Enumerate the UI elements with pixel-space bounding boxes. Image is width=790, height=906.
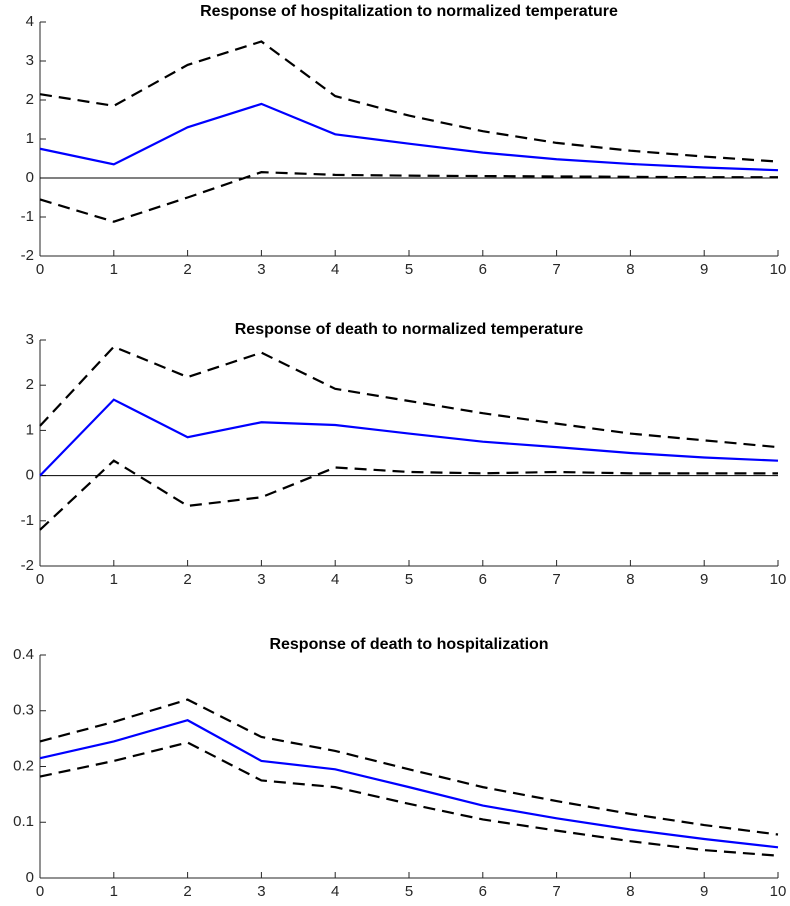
chart-title: Response of hospitalization to normalize… xyxy=(200,3,618,20)
x-tick-label: 7 xyxy=(552,261,560,278)
band-line xyxy=(39,40,779,163)
chart-title: Response of death to hospitalization xyxy=(269,636,548,653)
x-tick-label: 9 xyxy=(700,261,708,278)
x-tick-label: 0 xyxy=(36,261,44,278)
x-tick-label: 4 xyxy=(331,571,339,588)
response-line xyxy=(39,719,779,849)
y-tick-label: 2 xyxy=(26,91,34,108)
x-tick-label: 1 xyxy=(110,261,118,278)
x-tick-label: 6 xyxy=(479,883,487,900)
y-tick-label: 0.3 xyxy=(13,702,34,719)
y-tick-label: 4 xyxy=(26,13,34,30)
y-tick-label: 3 xyxy=(26,52,34,69)
x-tick-label: 6 xyxy=(479,261,487,278)
x-tick-label: 3 xyxy=(257,571,265,588)
x-tick-label: 7 xyxy=(552,571,560,588)
x-tick-label: 10 xyxy=(770,261,787,278)
x-tick-label: 10 xyxy=(770,571,787,588)
y-tick-label: 0 xyxy=(26,169,34,186)
y-tick-label: -1 xyxy=(21,512,34,529)
x-tick-label: 2 xyxy=(183,883,191,900)
x-tick-label: 5 xyxy=(405,261,413,278)
y-tick-label: 0.2 xyxy=(13,757,34,774)
y-tick-label: 0.1 xyxy=(13,813,34,830)
x-tick-label: 4 xyxy=(331,261,339,278)
x-tick-label: 8 xyxy=(626,883,634,900)
band-line xyxy=(39,698,779,836)
y-tick-label: 1 xyxy=(26,130,34,147)
y-tick-label: 1 xyxy=(26,421,34,438)
x-tick-label: 9 xyxy=(700,883,708,900)
y-tick-label: 2 xyxy=(26,376,34,393)
band-line xyxy=(39,345,779,449)
x-tick-label: 1 xyxy=(110,571,118,588)
response-line xyxy=(39,102,779,172)
x-tick-label: 9 xyxy=(700,571,708,588)
y-tick-label: 0 xyxy=(26,467,34,484)
x-tick-label: 3 xyxy=(257,261,265,278)
band-line xyxy=(39,741,779,857)
x-tick-label: 0 xyxy=(36,571,44,588)
x-tick-label: 2 xyxy=(183,261,191,278)
x-tick-label: 6 xyxy=(479,571,487,588)
y-tick-label: 3 xyxy=(26,331,34,348)
band-line xyxy=(39,459,778,531)
band-line xyxy=(39,171,778,223)
response-line xyxy=(39,398,779,477)
x-tick-label: 5 xyxy=(405,571,413,588)
y-tick-label: -1 xyxy=(21,208,34,225)
y-tick-label: 0.4 xyxy=(13,646,34,663)
chart-title: Response of death to normalized temperat… xyxy=(235,321,584,338)
x-tick-label: 2 xyxy=(183,571,191,588)
x-tick-label: 3 xyxy=(257,883,265,900)
x-tick-label: 10 xyxy=(770,883,787,900)
x-tick-label: 8 xyxy=(626,261,634,278)
x-tick-label: 1 xyxy=(110,883,118,900)
x-tick-label: 8 xyxy=(626,571,634,588)
y-tick-label: 0 xyxy=(26,869,34,886)
y-tick-label: -2 xyxy=(21,557,34,574)
x-tick-label: 5 xyxy=(405,883,413,900)
y-tick-label: -2 xyxy=(21,247,34,264)
x-tick-label: 0 xyxy=(36,883,44,900)
x-tick-label: 4 xyxy=(331,883,339,900)
x-tick-label: 7 xyxy=(552,883,560,900)
